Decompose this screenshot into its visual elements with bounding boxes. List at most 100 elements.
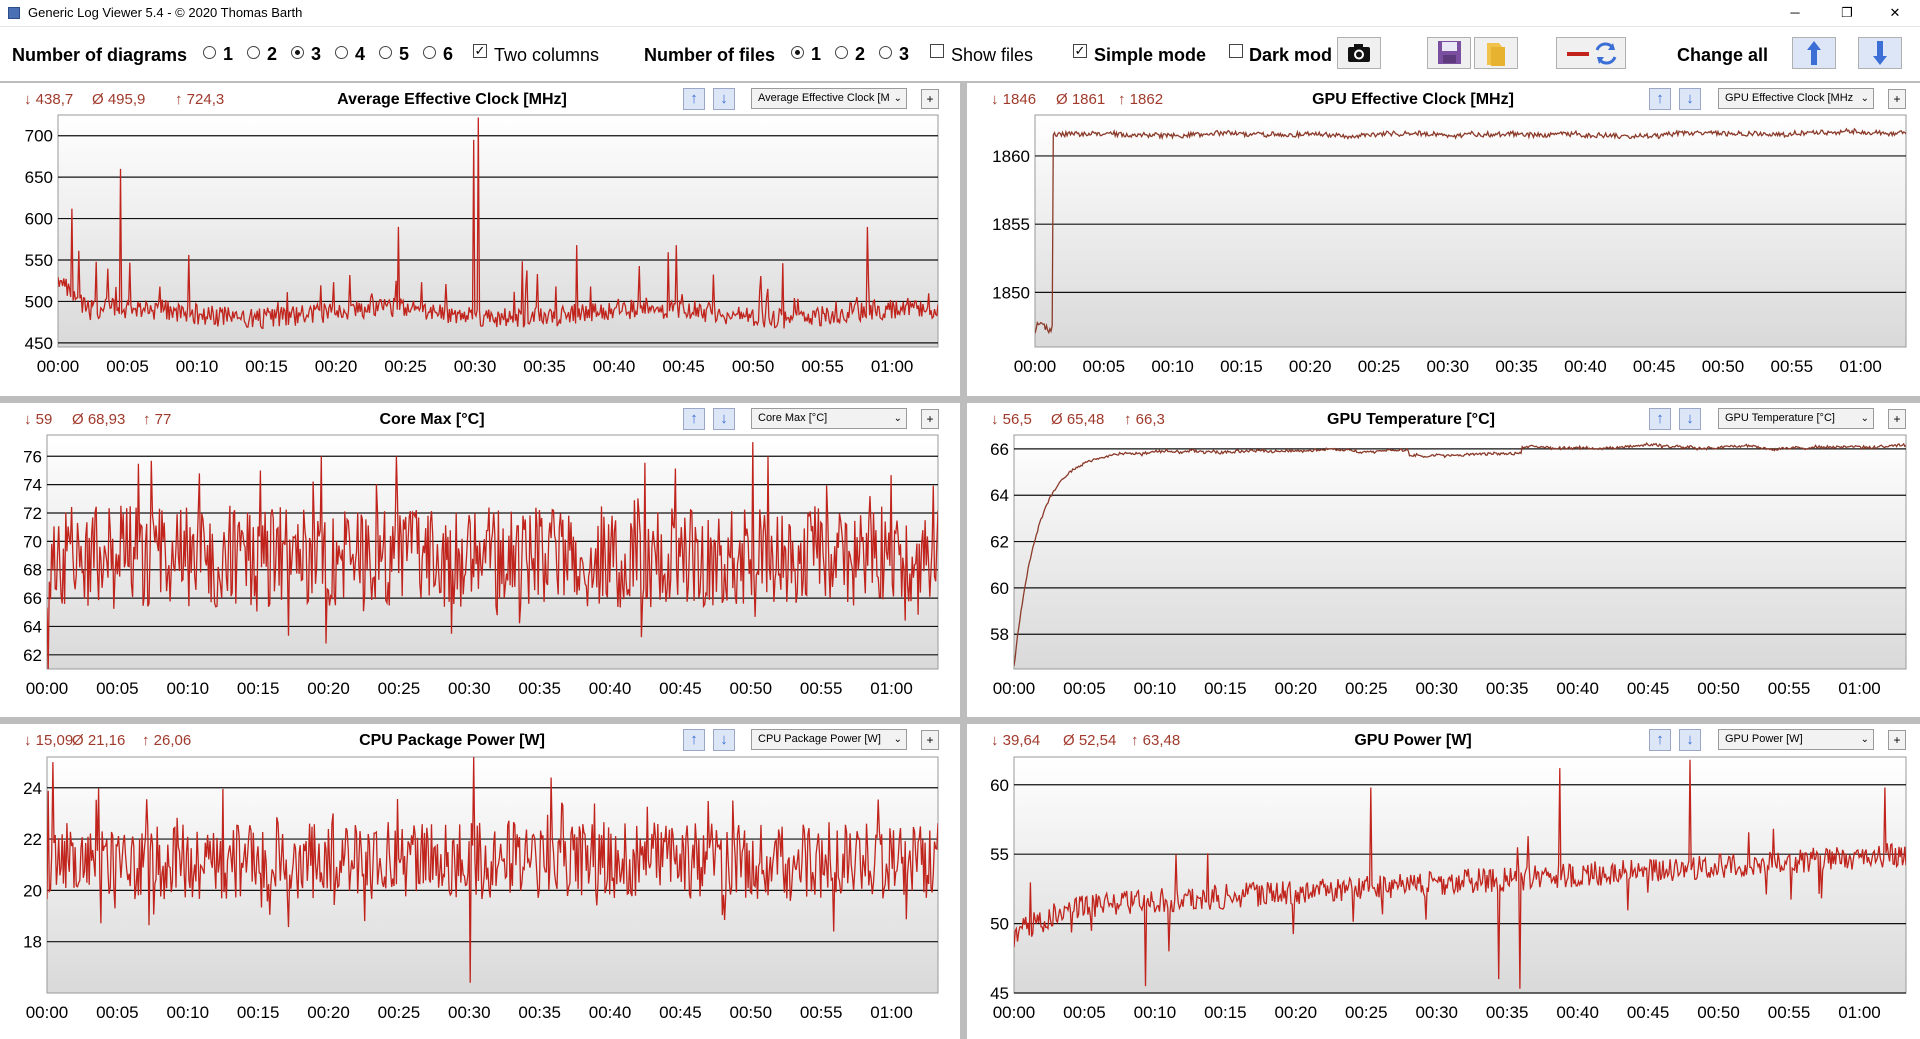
add-series-button[interactable]: + (921, 730, 939, 750)
move-up-button[interactable]: ↑ (683, 88, 705, 110)
plot-area (46, 434, 939, 670)
move-down-button[interactable]: ↓ (1679, 729, 1701, 751)
open-folder-button[interactable] (1474, 37, 1518, 69)
close-button[interactable]: ✕ (1889, 5, 1901, 20)
y-tick-label: 76 (23, 447, 42, 466)
files-radio-1[interactable] (791, 46, 804, 59)
diagrams-radio-6[interactable] (423, 46, 436, 59)
column-separator[interactable] (960, 83, 967, 1039)
dark-mode-label: Dark mod (1249, 45, 1333, 65)
row-separator-1[interactable] (0, 396, 1920, 403)
x-tick-label: 00:10 (166, 1003, 209, 1022)
row-separator-2[interactable] (0, 717, 1920, 724)
change-all-up-button[interactable] (1792, 37, 1836, 69)
y-tick-label: 24 (23, 779, 42, 798)
chevron-down-icon: ⌄ (1860, 413, 1869, 424)
y-tick-label: 60 (990, 579, 1009, 598)
x-tick-label: 00:30 (1415, 679, 1458, 698)
x-tick-label: 01:00 (1838, 679, 1881, 698)
series-line (47, 756, 938, 983)
x-tick-label: 00:25 (1345, 1003, 1388, 1022)
sensor-select[interactable]: Core Max [°C] ⌄ (751, 408, 907, 429)
series-line (58, 117, 938, 330)
y-tick-label: 450 (25, 334, 53, 353)
show-files-checkbox[interactable] (930, 44, 944, 58)
x-tick-label: 00:35 (518, 1003, 561, 1022)
arrow-down-icon (1873, 41, 1887, 65)
sensor-select[interactable]: Average Effective Clock [M ⌄ (751, 88, 907, 109)
plot-area (1034, 114, 1907, 348)
sensor-select[interactable]: CPU Package Power [W] ⌄ (751, 729, 907, 750)
chart-panel-3: ↓ 15,09 Ø 21,16 ↑ 26,06 CPU Package Power [… (0, 724, 960, 1039)
x-tick-label: 00:10 (1134, 1003, 1177, 1022)
dark-mode-checkbox[interactable] (1229, 44, 1243, 58)
move-down-button[interactable]: ↓ (1679, 408, 1701, 430)
move-down-button[interactable]: ↓ (713, 729, 735, 751)
restore-button[interactable]: ❐ (1841, 5, 1853, 20)
diagrams-radio-2[interactable] (247, 46, 260, 59)
files-radio-1-label: 1 (811, 44, 822, 64)
x-tick-label: 00:40 (589, 1003, 632, 1022)
y-tick-label: 62 (990, 533, 1009, 552)
y-tick-label: 600 (25, 210, 53, 229)
diagrams-radio-4[interactable] (335, 46, 348, 59)
diagrams-radio-5[interactable] (379, 46, 392, 59)
x-tick-label: 00:30 (448, 679, 491, 698)
move-up-button[interactable]: ↑ (1649, 408, 1671, 430)
line-color-button[interactable] (1556, 37, 1626, 69)
screenshot-button[interactable] (1337, 37, 1381, 69)
diagrams-radio-3[interactable] (291, 46, 304, 59)
show-files-label: Show files (951, 45, 1034, 65)
chart-title: CPU Package Power [W] (359, 732, 545, 749)
two-columns-checkbox[interactable]: ✓ (473, 43, 487, 58)
files-radio-2[interactable] (835, 46, 848, 59)
move-down-button[interactable]: ↓ (1679, 88, 1701, 110)
x-tick-label: 00:05 (1063, 1003, 1106, 1022)
move-up-button[interactable]: ↑ (683, 729, 705, 751)
x-tick-label: 00:30 (448, 1003, 491, 1022)
x-tick-label: 00:50 (730, 1003, 773, 1022)
x-tick-label: 00:05 (106, 357, 149, 376)
minimize-button[interactable]: ─ (1790, 5, 1800, 20)
sensor-select[interactable]: GPU Power [W] ⌄ (1718, 729, 1874, 750)
add-series-button[interactable]: + (1888, 89, 1906, 109)
save-icon (1438, 41, 1461, 64)
chart-title: GPU Power [W] (1354, 732, 1472, 749)
chart-plot: 66 64 62 60 58 00:00 00:05 00:10 00:15 00:20 00:25… (990, 434, 1907, 698)
simple-mode-checkbox[interactable]: ✓ (1073, 43, 1087, 58)
y-tick-label: 500 (25, 292, 53, 311)
add-series-button[interactable]: + (921, 89, 939, 109)
sensor-select-value: GPU Power [W] (1725, 733, 1803, 745)
two-columns-label: Two columns (494, 45, 600, 65)
add-series-button[interactable]: + (1888, 409, 1906, 429)
y-tick-label: 20 (23, 881, 42, 900)
move-up-button[interactable]: ↑ (1649, 729, 1671, 751)
files-radio-3[interactable] (879, 46, 892, 59)
move-up-button[interactable]: ↑ (683, 408, 705, 430)
toolbar: Number of diagrams 1 2 3 4 5 6 ✓ Two col… (0, 27, 1920, 83)
y-tick-label: 550 (25, 251, 53, 270)
x-tick-label: 00:15 (245, 357, 288, 376)
change-all-down-button[interactable] (1858, 37, 1902, 69)
x-tick-label: 00:30 (454, 357, 497, 376)
x-tick-label: 00:00 (1014, 357, 1057, 376)
y-tick-label: 64 (990, 486, 1009, 505)
chart-panel-5: ↓ 56,5 Ø 65,48 ↑ 66,3 GPU Temperature [°C] ↑… (967, 403, 1920, 717)
move-up-button[interactable]: ↑ (1649, 88, 1671, 110)
y-tick-label: 650 (25, 168, 53, 187)
change-all-label: Change all (1677, 45, 1769, 65)
add-series-button[interactable]: + (921, 409, 939, 429)
x-tick-label: 00:35 (1486, 679, 1529, 698)
move-down-button[interactable]: ↓ (713, 88, 735, 110)
sensor-select[interactable]: GPU Temperature [°C] ⌄ (1718, 408, 1874, 429)
sensor-select[interactable]: GPU Effective Clock [MHz ⌄ (1718, 88, 1874, 109)
x-tick-label: 00:10 (1134, 679, 1177, 698)
stat-max: ↑ 1862 (1118, 91, 1164, 108)
move-down-button[interactable]: ↓ (713, 408, 735, 430)
add-series-button[interactable]: + (1888, 730, 1906, 750)
arrow-up-icon (1807, 41, 1821, 65)
line-swap-icon (1567, 42, 1617, 65)
diagrams-radio-1[interactable] (203, 46, 216, 59)
save-button[interactable] (1427, 37, 1471, 69)
